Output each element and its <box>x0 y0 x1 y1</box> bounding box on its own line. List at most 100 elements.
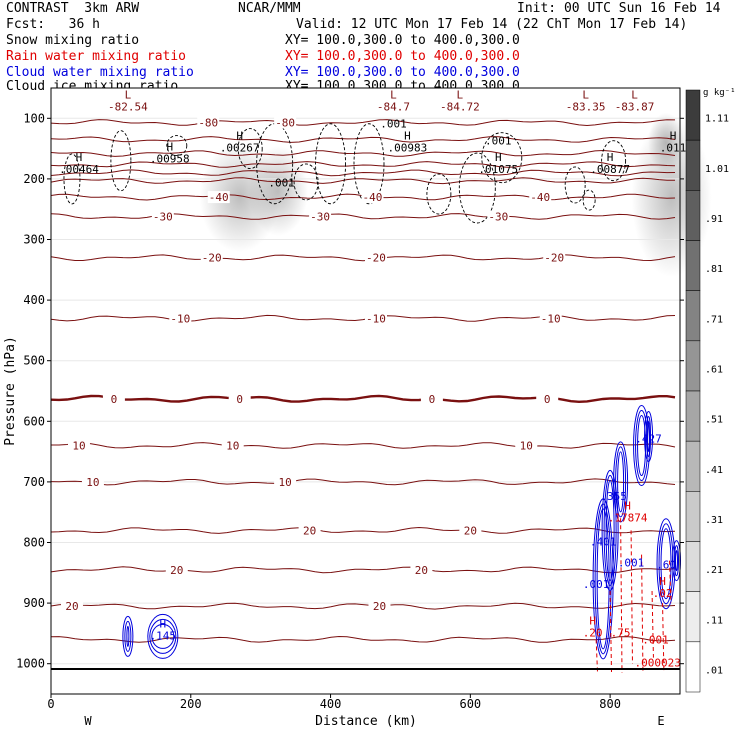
ice-shade-blob <box>648 112 685 173</box>
colorbar-label: .11 <box>705 615 723 626</box>
cloud-water-contour <box>672 540 682 582</box>
rain-label: .20 <box>583 626 603 639</box>
snow-contour <box>426 173 452 215</box>
temperature-label: 20 <box>303 524 316 537</box>
temperature-label: 10 <box>279 476 292 489</box>
extremum-label: .00464 <box>59 163 99 176</box>
rain-label: .001 <box>642 634 669 647</box>
temperature-label-bg <box>102 392 125 405</box>
snow-contour <box>315 123 347 205</box>
temperature-label: -40 <box>530 191 550 204</box>
temperature-contour-line <box>50 602 676 610</box>
snow-contour <box>601 140 627 182</box>
colorbar-label: .51 <box>705 415 723 426</box>
colorbar-cell <box>685 440 701 492</box>
snow-contour <box>110 130 132 192</box>
cloud-water-contour <box>617 451 625 513</box>
temperature-label: 0 <box>429 393 436 406</box>
colorbar-label: .91 <box>705 214 723 225</box>
extremum-label-marker: H <box>236 130 243 143</box>
rain-contour <box>662 603 665 673</box>
rain-label: .000023 <box>634 657 680 670</box>
colorbar-cell <box>685 491 701 542</box>
colorbar-label: .61 <box>705 364 723 375</box>
temperature-label-bg <box>539 312 562 325</box>
snow-contour <box>564 166 586 204</box>
snow-contour <box>458 152 496 224</box>
temperature-label-bg <box>515 439 538 452</box>
snow-contour <box>582 189 596 211</box>
y-axis-title: Pressure (hPa) <box>3 336 18 446</box>
colorbar-label: .31 <box>705 515 723 526</box>
y-tick-label: 200 <box>23 172 45 186</box>
extremum-label-marker: H <box>495 151 502 164</box>
temperature-contour-line <box>50 177 675 185</box>
snow-contours <box>63 123 627 224</box>
cloud-water-contour <box>674 545 680 577</box>
contour-labels: -80 -80 -40 -40 -40 -30 -30 -30 -20 -20 -20 -10 -10 -… <box>59 88 686 669</box>
temperature-label: -40 <box>363 191 383 204</box>
extremum-label: .01075 <box>478 163 518 176</box>
extremum-label-marker: H <box>76 151 83 164</box>
extremum-label: .00267 <box>220 142 260 155</box>
temperature-label-bg <box>529 191 552 204</box>
temperature-label: -10 <box>541 312 561 325</box>
temperature-label: -10 <box>170 312 190 325</box>
temperature-label-bg <box>274 116 297 129</box>
temperature-contour-line <box>50 314 676 322</box>
colorbar-cell <box>685 89 701 141</box>
snow-label: .001 <box>268 177 295 190</box>
colorbar-cell <box>685 390 701 442</box>
colorbar-cell <box>685 641 701 693</box>
temperature-label-bg <box>298 524 321 537</box>
temperature-label-bg <box>169 312 192 325</box>
cloud-water-label: .427 <box>635 432 662 445</box>
temperature-label: -40 <box>209 191 229 204</box>
rain-contour <box>641 554 644 673</box>
rain-contours <box>595 518 672 673</box>
temperature-contour-line <box>50 254 676 262</box>
cloud-water-contour <box>147 613 179 659</box>
colorbar-label: 1.01 <box>705 164 729 175</box>
cloud-water-contour <box>675 550 679 572</box>
extremum-label-marker: H <box>670 130 677 143</box>
ice-shade-blob <box>248 146 309 237</box>
extremum-label-marker: H <box>166 141 173 154</box>
cloud-water-label-marker: H <box>160 617 167 630</box>
extremum-label-marker: H <box>404 130 411 143</box>
extremum-label: -82.54 <box>108 100 148 113</box>
y-tick-label: 600 <box>23 414 45 428</box>
temperature-label: 0 <box>544 393 551 406</box>
cloud-water-contour <box>605 479 615 581</box>
colorbar-label: .21 <box>705 565 723 576</box>
rain-contour <box>630 530 633 664</box>
cloud-water-contour <box>126 625 130 647</box>
temperature-label: -80 <box>198 117 218 130</box>
colorbar-cell <box>685 190 701 241</box>
temperature-label-bg <box>368 600 391 613</box>
temperature-label-bg <box>487 210 510 223</box>
temperature-label-bg <box>60 600 83 613</box>
temperature-contour-line <box>50 566 676 574</box>
cloud-water-label: .001 <box>618 557 645 570</box>
temperature-label: -80 <box>275 117 295 130</box>
colorbar-cell <box>685 591 701 643</box>
snow-contour <box>237 128 263 170</box>
temperature-label-bg <box>165 563 188 576</box>
rain-label: .02 <box>653 587 673 600</box>
cloud-water-contour <box>660 528 672 600</box>
cloud-water-contour <box>615 446 627 518</box>
cloud-water-contour <box>149 618 177 654</box>
extremum-label-marker: L <box>125 88 132 101</box>
extremum-label: .00877 <box>590 163 630 176</box>
temperature-contour-line <box>50 169 676 177</box>
temperature-label-bg <box>151 210 174 223</box>
temperature-label-bg <box>221 439 244 452</box>
temperature-label-bg <box>364 251 387 264</box>
colorbar-label: .81 <box>705 264 723 275</box>
colorbar-unit: g kg⁻¹ <box>703 88 736 98</box>
temperature-contour-line <box>51 442 676 449</box>
temperature-label-bg <box>67 439 90 452</box>
cloud-water-label: .145 <box>150 629 177 642</box>
cloud-water-label: .355 <box>600 490 627 503</box>
